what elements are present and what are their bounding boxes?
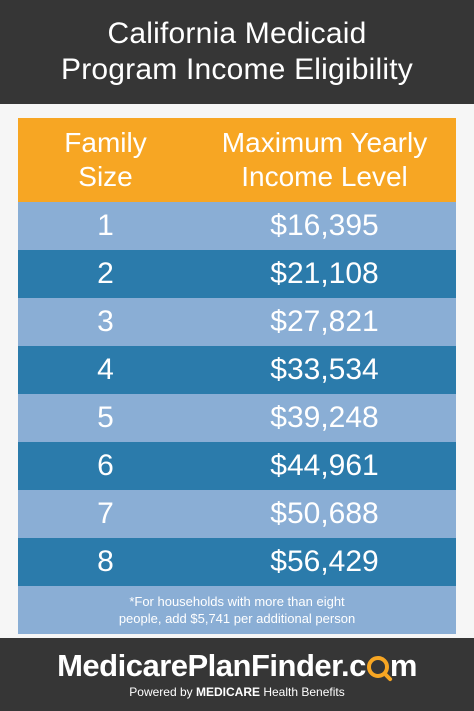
brand-logo: MedicarePlanFinder.c m (0, 638, 474, 684)
income-cell: $16,395 (270, 209, 379, 242)
column-header-income-line-1: Maximum Yearly (221, 127, 428, 158)
table-footnote: *For households with more than eight peo… (18, 586, 456, 634)
table-panel: Family Size Maximum Yearly Income Level … (0, 104, 474, 638)
family-size-cell: 1 (97, 209, 114, 242)
income-cell: $39,248 (270, 401, 379, 434)
brand-footer: MedicarePlanFinder.c m Powered by MEDICAR… (0, 638, 474, 711)
table-row: 1 $16,395 (18, 202, 456, 250)
footnote-line-1: *For households with more than eight (129, 594, 345, 609)
income-cell: $33,534 (270, 353, 379, 386)
family-size-cell: 3 (97, 305, 114, 338)
table-header: Family Size Maximum Yearly Income Level (18, 118, 456, 202)
page-title-line-2: Program Income Eligibility (61, 53, 413, 86)
column-header-family-size: Family Size (18, 118, 193, 202)
family-size-cell: 6 (97, 449, 114, 482)
table-row: 3 $27,821 (18, 298, 456, 346)
income-cell: $50,688 (270, 497, 379, 530)
income-cell: $56,429 (270, 545, 379, 578)
brand-tagline: Powered by MEDICARE Health Benefits (0, 684, 474, 700)
table-row: 4 $33,534 (18, 346, 456, 394)
family-size-cell: 2 (97, 257, 114, 290)
column-header-family-size-line-2: Size (78, 161, 133, 192)
brand-name-part-2: m (389, 648, 418, 683)
table-row: 5 $39,248 (18, 394, 456, 442)
tagline-medicare: MEDICARE (195, 685, 260, 699)
income-cell: $21,108 (270, 257, 379, 290)
brand-name-part-1: MedicarePlanFinder.c (57, 648, 366, 683)
table-row: 6 $44,961 (18, 442, 456, 490)
income-cell: $27,821 (270, 305, 379, 338)
footnote-line-2: people, add $5,741 per additional person (118, 611, 356, 626)
page-title-line-1: California Medicaid (107, 17, 367, 50)
family-size-cell: 5 (97, 401, 114, 434)
table-row: 2 $21,108 (18, 250, 456, 298)
family-size-cell: 4 (97, 353, 114, 386)
page-header: California Medicaid Program Income Eligi… (0, 0, 474, 104)
magnifier-icon (366, 656, 389, 678)
family-size-cell: 8 (97, 545, 114, 578)
income-table: Family Size Maximum Yearly Income Level … (18, 118, 456, 634)
column-header-income-line-2: Income Level (241, 161, 408, 192)
table-row: 7 $50,688 (18, 490, 456, 538)
tagline-rest: Health Benefits (263, 685, 345, 699)
column-header-income: Maximum Yearly Income Level (193, 118, 456, 202)
income-cell: $44,961 (270, 449, 379, 482)
column-header-family-size-line-1: Family (64, 127, 147, 158)
family-size-cell: 7 (97, 497, 114, 530)
table-row: 8 $56,429 (18, 538, 456, 586)
tagline-powered: Powered by (129, 685, 193, 699)
